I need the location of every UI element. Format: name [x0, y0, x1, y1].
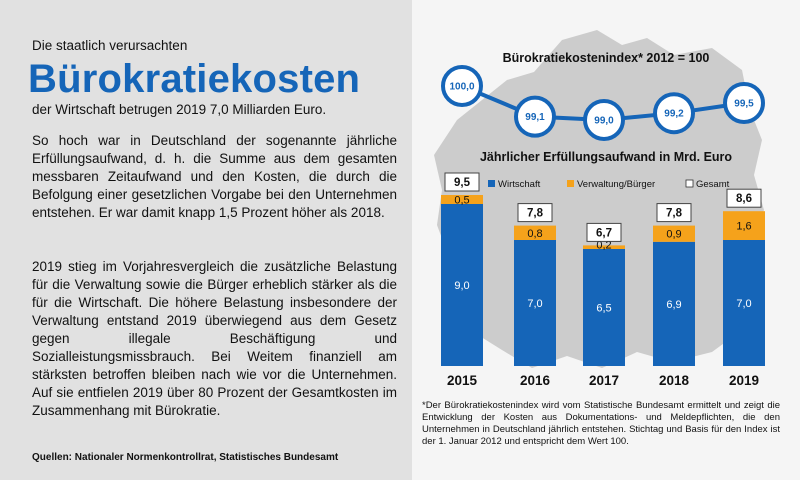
index-point — [514, 95, 556, 138]
index-line-chart: 100,0 99,1 99,0 99,2 99,5 — [441, 65, 765, 141]
bar-wirtschaft — [441, 204, 483, 366]
index-point — [723, 82, 765, 124]
x-axis-label: 2016 — [520, 373, 551, 388]
legend-label: Wirtschaft — [498, 179, 541, 190]
total-label: 8,6 — [736, 193, 752, 205]
bar-wirtschaft-label: 7,0 — [527, 298, 542, 310]
total-label: 9,5 — [454, 177, 471, 189]
legend-swatch — [567, 180, 574, 187]
bar-verwaltung-label: 0,5 — [454, 195, 469, 207]
bar-verwaltung — [653, 225, 695, 242]
subline: der Wirtschaft betrugen 2019 7,0 Milliar… — [32, 102, 327, 117]
total-label: 7,8 — [527, 208, 544, 220]
index-point-label: 99,1 — [525, 112, 545, 123]
bar-wirtschaft — [723, 240, 765, 366]
index-point — [583, 99, 625, 141]
legend: Wirtschaft Verwaltung/Bürger Gesamt — [488, 179, 730, 190]
index-chart-title: Bürokratiekostenindex* 2012 = 100 — [503, 51, 710, 65]
total-box — [444, 172, 480, 192]
bar-verwaltung-label: 0,2 — [596, 240, 611, 252]
footnote: *Der Bürokratiekostenindex wird vom Stat… — [422, 400, 780, 447]
bar-wirtschaft-label: 6,9 — [666, 299, 681, 311]
x-axis-label: 2015 — [447, 373, 478, 388]
bar-verwaltung — [514, 225, 556, 240]
total-box — [517, 203, 553, 223]
legend-label: Verwaltung/Bürger — [577, 179, 655, 190]
index-point — [653, 92, 695, 135]
text-panel: Die staatlich verursachten Bürokratiekos… — [28, 38, 397, 463]
bar-wirtschaft — [653, 241, 695, 366]
headline: Bürokratiekosten — [28, 57, 361, 101]
index-point — [441, 65, 483, 107]
legend-label: Gesamt — [696, 179, 730, 190]
bar-wirtschaft-label: 7,0 — [736, 298, 751, 310]
total-box — [586, 222, 622, 242]
sources: Quellen: Nationaler Normenkontrollrat, S… — [32, 452, 339, 463]
stacked-bar-chart: 9,0 0,5 9,5 2015 7,0 0,8 7,8 2016 6,5 0,26,7 2017 6… — [441, 172, 765, 388]
index-point-label: 99,2 — [664, 109, 684, 120]
x-axis-label: 2017 — [589, 373, 619, 388]
bar-verwaltung-label: 1,6 — [736, 221, 751, 233]
bar-chart-title: Jährlicher Erfüllungsaufwand in Mrd. Eur… — [480, 150, 732, 164]
bar-wirtschaft-label: 6,5 — [596, 303, 611, 315]
index-point-label: 100,0 — [449, 82, 474, 93]
bar-verwaltung — [441, 195, 483, 204]
x-axis-label: 2019 — [729, 373, 759, 388]
total-box — [726, 188, 762, 208]
chart-area: Bürokratiekostenindex* 2012 = 100 100,0 9… — [434, 30, 765, 388]
bar-verwaltung — [583, 245, 625, 249]
total-label: 6,7 — [596, 227, 612, 239]
total-label: 7,8 — [666, 208, 683, 220]
legend-swatch — [488, 180, 495, 187]
paragraph-2: 2019 stieg im Vorjahresvergleich die zus… — [32, 259, 397, 418]
index-point-label: 99,5 — [734, 99, 754, 110]
bar-wirtschaft — [514, 240, 556, 366]
intro-text: Die staatlich verursachten — [32, 38, 188, 53]
total-box — [656, 203, 692, 223]
bar-verwaltung — [723, 211, 765, 240]
legend-swatch — [685, 179, 694, 188]
x-axis-label: 2018 — [659, 373, 690, 388]
bar-verwaltung-label: 0,9 — [666, 229, 681, 241]
paragraph-1: So hoch war in Deutschland der sogenannt… — [32, 133, 397, 220]
bar-wirtschaft — [583, 249, 625, 366]
bar-verwaltung-label: 0,8 — [527, 228, 542, 240]
bar-wirtschaft-label: 9,0 — [454, 280, 469, 292]
index-point-label: 99,0 — [594, 116, 614, 127]
